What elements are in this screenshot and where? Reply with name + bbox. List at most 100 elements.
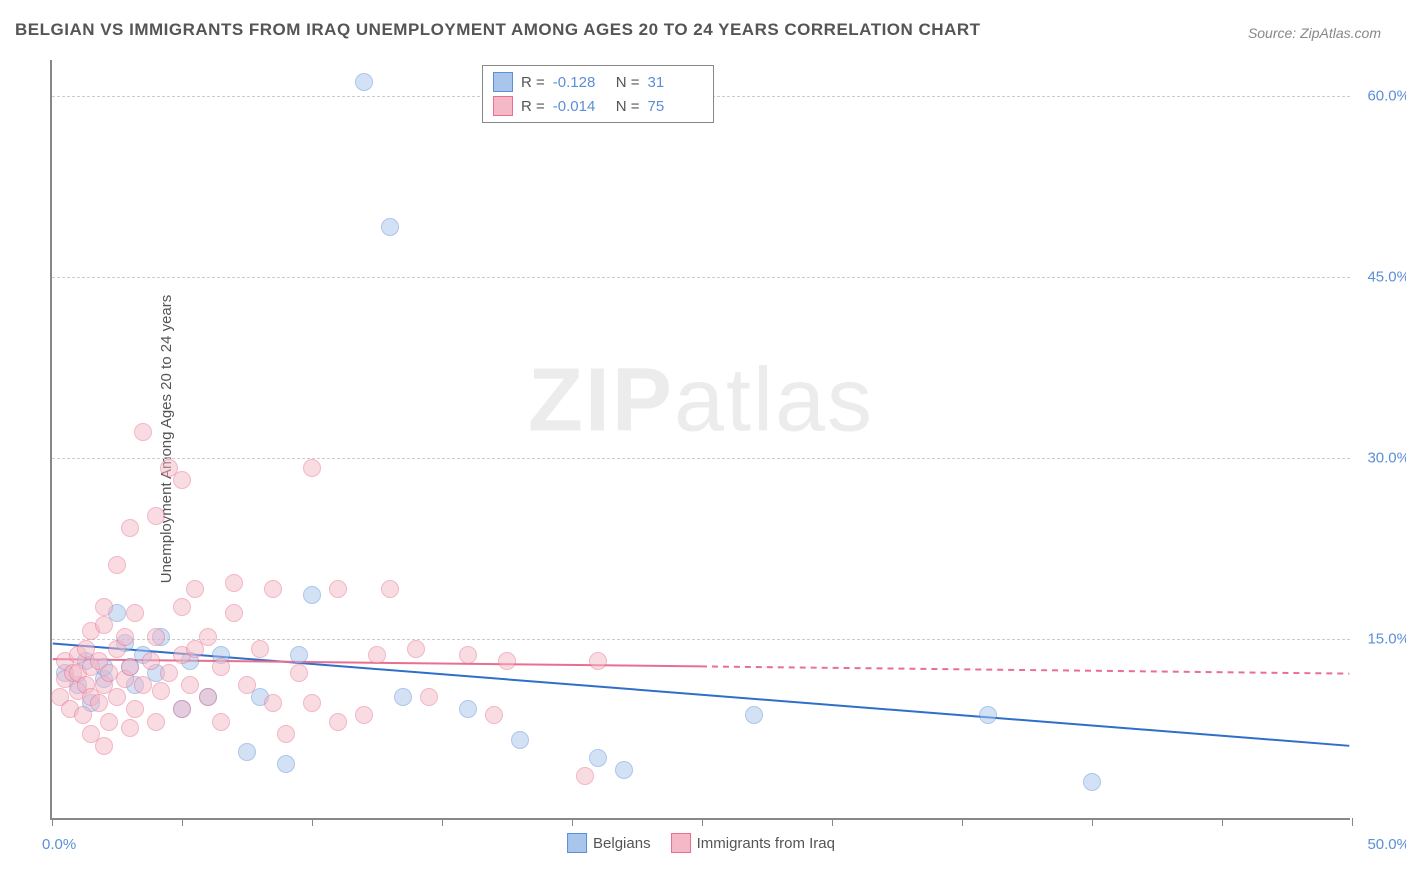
- data-point: [290, 664, 308, 682]
- y-tick-label: 30.0%: [1367, 450, 1406, 467]
- r-value: -0.128: [553, 74, 608, 91]
- correlation-stats-box: R = -0.128 N = 31 R = -0.014 N = 75: [482, 65, 714, 123]
- x-tick: [572, 818, 573, 826]
- data-point: [186, 580, 204, 598]
- data-point: [199, 628, 217, 646]
- data-point: [615, 761, 633, 779]
- data-point: [355, 706, 373, 724]
- y-tick-label: 45.0%: [1367, 269, 1406, 286]
- data-point: [126, 700, 144, 718]
- data-point: [303, 586, 321, 604]
- y-tick-label: 15.0%: [1367, 631, 1406, 648]
- data-point: [979, 706, 997, 724]
- data-point: [147, 507, 165, 525]
- gridline: [52, 277, 1350, 278]
- data-point: [121, 519, 139, 537]
- data-point: [121, 719, 139, 737]
- data-point: [1083, 773, 1101, 791]
- watermark-atlas: atlas: [674, 351, 874, 451]
- y-axis-title: Unemployment Among Ages 20 to 24 years: [158, 295, 175, 584]
- gridline: [52, 639, 1350, 640]
- r-label: R =: [521, 74, 545, 91]
- data-point: [199, 688, 217, 706]
- n-label: N =: [616, 98, 640, 115]
- trend-lines: [52, 60, 1350, 818]
- series-swatch: [493, 96, 513, 116]
- data-point: [225, 604, 243, 622]
- data-point: [381, 218, 399, 236]
- data-point: [160, 664, 178, 682]
- data-point: [108, 688, 126, 706]
- data-point: [381, 580, 399, 598]
- data-point: [576, 767, 594, 785]
- r-label: R =: [521, 98, 545, 115]
- data-point: [134, 676, 152, 694]
- x-tick: [442, 818, 443, 826]
- series-swatch: [493, 72, 513, 92]
- data-point: [355, 73, 373, 91]
- watermark: ZIPatlas: [528, 350, 874, 453]
- data-point: [100, 713, 118, 731]
- data-point: [303, 459, 321, 477]
- data-point: [277, 755, 295, 773]
- n-value: 75: [648, 98, 703, 115]
- data-point: [95, 616, 113, 634]
- chart-title: BELGIAN VS IMMIGRANTS FROM IRAQ UNEMPLOY…: [15, 20, 981, 40]
- data-point: [420, 688, 438, 706]
- data-point: [238, 743, 256, 761]
- x-tick: [832, 818, 833, 826]
- data-point: [745, 706, 763, 724]
- x-tick: [1092, 818, 1093, 826]
- stat-row: R = -0.128 N = 31: [493, 70, 703, 94]
- data-point: [147, 713, 165, 731]
- data-point: [134, 423, 152, 441]
- source-attribution: Source: ZipAtlas.com: [1248, 25, 1381, 41]
- x-tick: [1222, 818, 1223, 826]
- data-point: [212, 658, 230, 676]
- data-point: [212, 713, 230, 731]
- gridline: [52, 458, 1350, 459]
- data-point: [589, 652, 607, 670]
- data-point: [511, 731, 529, 749]
- data-point: [173, 471, 191, 489]
- watermark-zip: ZIP: [528, 351, 674, 451]
- data-point: [589, 749, 607, 767]
- n-value: 31: [648, 74, 703, 91]
- data-point: [147, 628, 165, 646]
- data-point: [498, 652, 516, 670]
- data-point: [329, 713, 347, 731]
- x-axis-min-label: 0.0%: [42, 836, 76, 853]
- data-point: [173, 700, 191, 718]
- x-tick: [52, 818, 53, 826]
- series-name: Immigrants from Iraq: [697, 835, 835, 852]
- data-point: [329, 580, 347, 598]
- data-point: [126, 604, 144, 622]
- data-point: [368, 646, 386, 664]
- y-tick-label: 60.0%: [1367, 88, 1406, 105]
- data-point: [303, 694, 321, 712]
- series-legend: Belgians Immigrants from Iraq: [567, 833, 835, 853]
- data-point: [95, 737, 113, 755]
- series-swatch: [567, 833, 587, 853]
- data-point: [90, 694, 108, 712]
- x-tick: [312, 818, 313, 826]
- series-swatch: [671, 833, 691, 853]
- r-value: -0.014: [553, 98, 608, 115]
- data-point: [238, 676, 256, 694]
- plot-area: Unemployment Among Ages 20 to 24 years Z…: [50, 60, 1350, 820]
- data-point: [142, 652, 160, 670]
- data-point: [277, 725, 295, 743]
- data-point: [290, 646, 308, 664]
- x-tick: [182, 818, 183, 826]
- legend-item: Immigrants from Iraq: [671, 833, 835, 853]
- series-name: Belgians: [593, 835, 651, 852]
- data-point: [459, 700, 477, 718]
- data-point: [74, 706, 92, 724]
- x-axis-max-label: 50.0%: [1367, 836, 1406, 853]
- x-tick: [1352, 818, 1353, 826]
- data-point: [394, 688, 412, 706]
- data-point: [108, 556, 126, 574]
- data-point: [264, 580, 282, 598]
- data-point: [485, 706, 503, 724]
- data-point: [459, 646, 477, 664]
